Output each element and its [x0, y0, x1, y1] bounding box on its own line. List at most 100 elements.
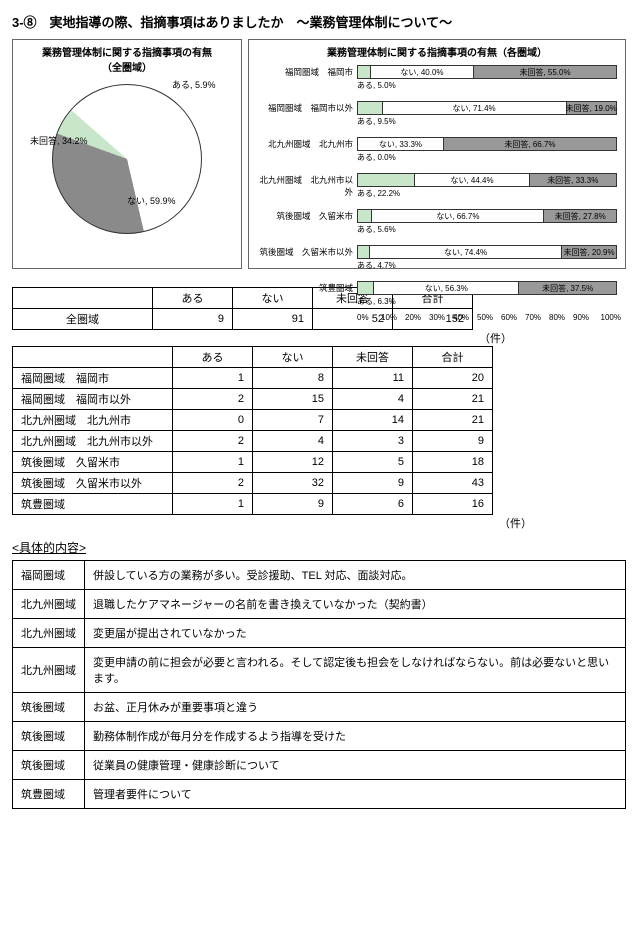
table-cell: 21	[413, 389, 493, 410]
content-text: 変更申請の前に担会が必要と言われる。そして認定後も担会をしなければならない。前は…	[85, 648, 626, 693]
bar-chart: 業務管理体制に関する指摘事項の有無（各圏域） 福岡圏域 福岡市ない, 40.0%…	[248, 39, 626, 269]
pie-title: 業務管理体制に関する指摘事項の有無（全圏域）	[17, 44, 237, 74]
table-cell: 9	[413, 431, 493, 452]
content-text: 勤務体制作成が毎月分を作成するよう指導を受けた	[85, 722, 626, 751]
content-region: 筑後圏域	[13, 722, 85, 751]
table-cell: 11	[333, 368, 413, 389]
table-row: 筑豊圏域管理者要件について	[13, 780, 626, 809]
axis-tick: 60%	[501, 313, 525, 322]
table-row: 筑後圏域 久留米市以外232943	[13, 473, 493, 494]
content-region: 筑後圏域	[13, 751, 85, 780]
table-header	[13, 347, 173, 368]
bar-track: ない, 56.3%未回答, 37.5%	[357, 281, 617, 295]
table-cell: 32	[253, 473, 333, 494]
content-text: 従業員の健康管理・健康診断について	[85, 751, 626, 780]
content-text: 管理者要件について	[85, 780, 626, 809]
bar-segment	[358, 210, 372, 222]
table-cell: 4	[253, 431, 333, 452]
bar-category-label: 北九州圏域 北九州市以外	[257, 173, 357, 198]
bar-segment: ない, 74.4%	[370, 246, 562, 258]
table-cell: 北九州圏域 北九州市	[13, 410, 173, 431]
axis-tick: 90%	[573, 313, 597, 322]
bar-title: 業務管理体制に関する指摘事項の有無（各圏域）	[253, 44, 621, 59]
content-text: 併設している方の業務が多い。受診援助、TEL 対応、面談対応。	[85, 561, 626, 590]
bar-category-label: 筑後圏域 久留米市	[257, 209, 357, 222]
table-cell: 14	[333, 410, 413, 431]
bar-segment	[358, 66, 371, 78]
table-cell: 43	[413, 473, 493, 494]
table-row: 北九州圏域変更届が提出されていなかった	[13, 619, 626, 648]
bar-segment	[358, 246, 370, 258]
bar-segment: ない, 66.7%	[372, 210, 544, 222]
bar-segment	[358, 102, 383, 114]
bar-sub-label: ある, 22.2%	[357, 188, 617, 199]
content-region: 北九州圏域	[13, 619, 85, 648]
bar-track: ない, 71.4%未回答, 19.0%	[357, 101, 617, 115]
table-header: ある	[173, 347, 253, 368]
table-row: 福岡圏域 福岡市以外215421	[13, 389, 493, 410]
bar-sub-label: ある, 5.0%	[357, 80, 617, 91]
table-row: 北九州圏域退職したケアマネージャーの名前を書き換えていなかった（契約書）	[13, 590, 626, 619]
table-row: 北九州圏域 北九州市071421	[13, 410, 493, 431]
pie-slice-label: ない, 59.9%	[127, 194, 176, 207]
table-cell: 9	[253, 494, 333, 515]
table-row: 筑後圏域従業員の健康管理・健康診断について	[13, 751, 626, 780]
bar-segment: 未回答, 19.0%	[567, 102, 616, 114]
table-cell: 152	[393, 309, 473, 330]
bar-row: 筑後圏域 久留米市以外ない, 74.4%未回答, 20.9%ある, 4.7%	[257, 245, 617, 271]
bar-segment: ない, 44.4%	[415, 174, 530, 186]
detail-table: あるない未回答合計福岡圏域 福岡市181120福岡圏域 福岡市以外215421北…	[12, 346, 493, 515]
table-cell: 全圏域	[13, 309, 153, 330]
table-cell: 北九州圏域 北九州市以外	[13, 431, 173, 452]
table-cell: 15	[253, 389, 333, 410]
table-row: 北九州圏域 北九州市以外2439	[13, 431, 493, 452]
table-cell: 91	[233, 309, 313, 330]
table-header: 未回答	[333, 347, 413, 368]
table-cell: 1	[173, 452, 253, 473]
table-header: 合計	[413, 347, 493, 368]
pie-graphic	[52, 84, 202, 234]
table-cell: 52	[313, 309, 393, 330]
table-row: 北九州圏域変更申請の前に担会が必要と言われる。そして認定後も担会をしなければなら…	[13, 648, 626, 693]
bar-sub-label: ある, 9.5%	[357, 116, 617, 127]
table-header: ない	[233, 288, 313, 309]
bar-segment: ない, 71.4%	[383, 102, 567, 114]
bar-row: 筑後圏域 久留米市ない, 66.7%未回答, 27.8%ある, 5.6%	[257, 209, 617, 235]
table-cell: 0	[173, 410, 253, 431]
bar-category-label: 筑後圏域 久留米市以外	[257, 245, 357, 258]
table-cell: 21	[413, 410, 493, 431]
table-header	[13, 288, 153, 309]
bar-segment: 未回答, 27.8%	[544, 210, 616, 222]
bar-row: 福岡圏域 福岡市以外ない, 71.4%未回答, 19.0%ある, 9.5%	[257, 101, 617, 127]
table-header: ある	[153, 288, 233, 309]
pie-chart: 業務管理体制に関する指摘事項の有無（全圏域） ある, 5.9%ない, 59.9%…	[12, 39, 242, 269]
content-header: <具体的内容>	[12, 539, 626, 556]
table-cell: 筑豊圏域	[13, 494, 173, 515]
axis-tick: 80%	[549, 313, 573, 322]
bar-sub-label: ある, 5.6%	[357, 224, 617, 235]
bar-segment: 未回答, 55.0%	[474, 66, 616, 78]
table-cell: 福岡圏域 福岡市	[13, 368, 173, 389]
bar-segment: ない, 33.3%	[358, 138, 444, 150]
summary-unit: （件）	[479, 330, 512, 346]
table-cell: 7	[253, 410, 333, 431]
table-header: ない	[253, 347, 333, 368]
table-cell: 9	[153, 309, 233, 330]
bar-track: ない, 40.0%未回答, 55.0%	[357, 65, 617, 79]
bar-segment: 未回答, 37.5%	[519, 282, 616, 294]
bar-track: ない, 66.7%未回答, 27.8%	[357, 209, 617, 223]
table-cell: 2	[173, 431, 253, 452]
bar-segment: ない, 56.3%	[374, 282, 519, 294]
bar-row: 福岡圏域 福岡市ない, 40.0%未回答, 55.0%ある, 5.0%	[257, 65, 617, 91]
table-cell: 20	[413, 368, 493, 389]
content-region: 福岡圏域	[13, 561, 85, 590]
detail-unit: （件）	[499, 515, 532, 531]
bar-segment: ない, 40.0%	[371, 66, 474, 78]
content-region: 筑豊圏域	[13, 780, 85, 809]
page-title: 3-⑧ 実地指導の際、指摘事項はありましたか ～業務管理体制について～	[12, 12, 626, 31]
bar-segment: 未回答, 66.7%	[444, 138, 616, 150]
table-cell: 6	[333, 494, 413, 515]
table-row: 筑豊圏域19616	[13, 494, 493, 515]
table-cell: 8	[253, 368, 333, 389]
table-cell: 2	[173, 389, 253, 410]
